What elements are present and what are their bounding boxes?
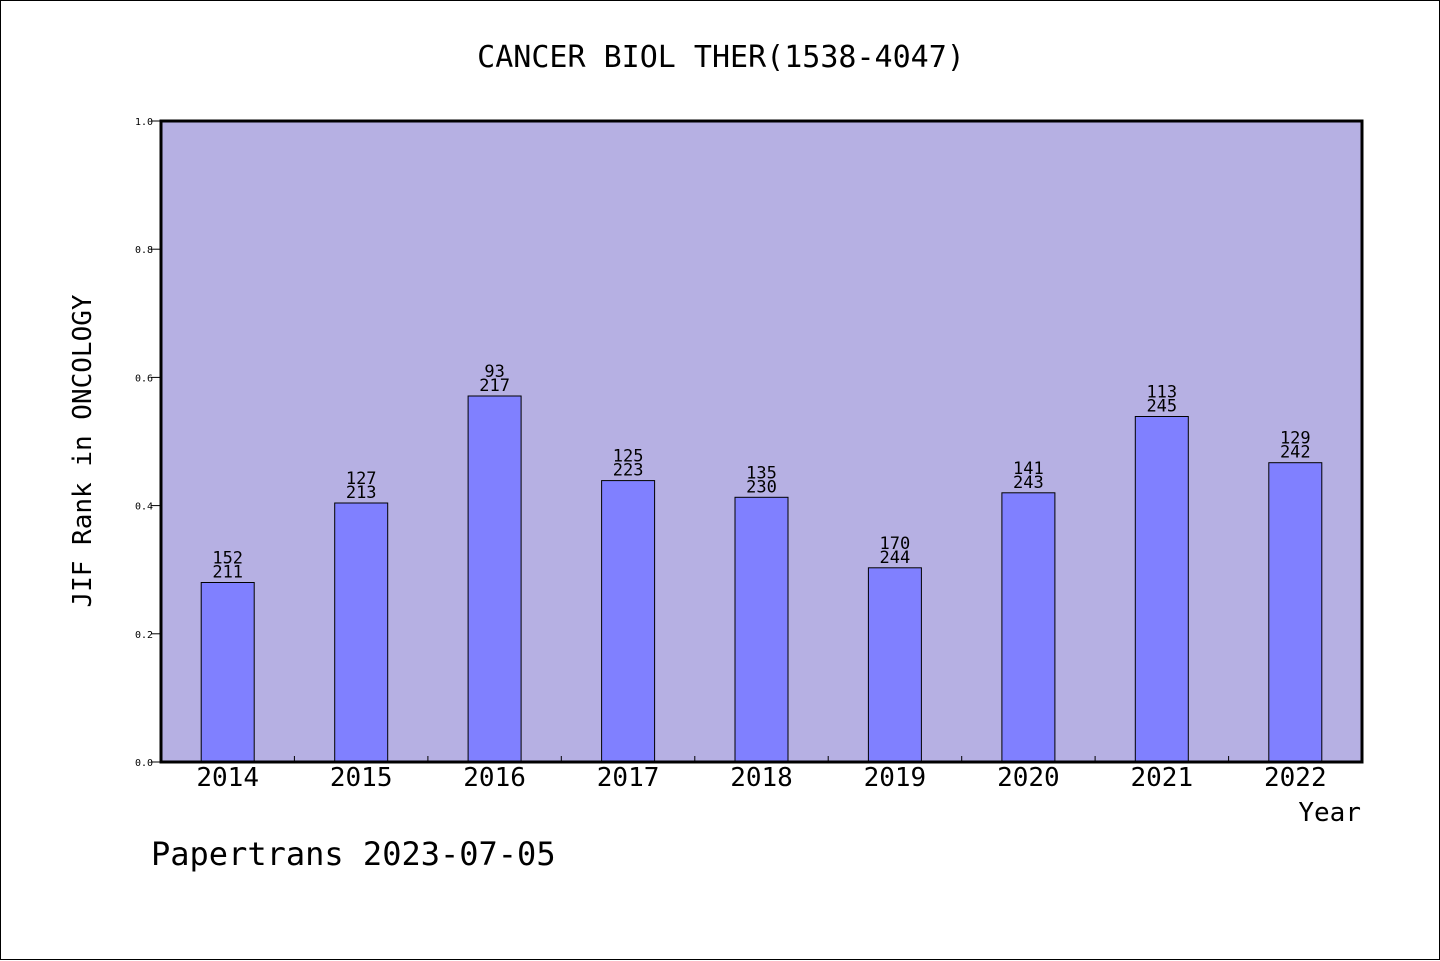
bar-2022 (1268, 462, 1323, 763)
bar-2019 (867, 567, 922, 763)
bar-2015 (334, 502, 389, 763)
x-tick-label-2021: 2021 (1130, 763, 1193, 793)
y-tick-label-0.6: 0.6 (135, 373, 153, 384)
x-axis-label: Year (1298, 798, 1361, 828)
bar-label-total-2016: 217 (479, 376, 510, 396)
y-tick-label-1.0: 1.0 (135, 117, 153, 128)
bars-group (200, 395, 1323, 763)
x-tick-label-2020: 2020 (997, 763, 1060, 793)
y-axis-ticks: 0.0 0.2 0.4 0.6 0.8 1.0 (135, 117, 161, 769)
bar-label-total-2018: 230 (746, 477, 777, 497)
x-tick-label-2014: 2014 (196, 763, 259, 793)
y-tick-label-0.4: 0.4 (135, 502, 153, 513)
bar-label-rank-2020: 141 (1013, 459, 1044, 479)
bar-label-rank-2014: 152 (212, 549, 243, 569)
bar-label-rank-2019: 170 (880, 534, 911, 554)
y-tick-label-0.0: 0.0 (135, 758, 153, 769)
bar-2017 (601, 480, 656, 763)
bar-label-rank-2021: 113 (1146, 383, 1177, 403)
bar-label-total-2017: 223 (613, 461, 644, 481)
x-tick-label-2017: 2017 (597, 763, 660, 793)
bar-2014 (200, 582, 255, 763)
bar-2016 (467, 395, 522, 763)
x-tick-label-2015: 2015 (330, 763, 393, 793)
x-tick-label-2022: 2022 (1264, 763, 1327, 793)
bar-label-total-2014: 211 (212, 563, 243, 583)
y-tick-label-0.8: 0.8 (135, 245, 153, 256)
bar-label-rank-2015: 127 (346, 469, 377, 489)
x-axis-ticks: 2014 2015 2016 2017 2018 2019 2020 2021 2022 (196, 756, 1327, 793)
x-tick-label-2018: 2018 (730, 763, 793, 793)
x-tick-label-2019: 2019 (864, 763, 927, 793)
bar-label-total-2019: 244 (880, 548, 911, 568)
bar-label-total-2020: 243 (1013, 473, 1044, 493)
bar-label-rank-2022: 129 (1280, 429, 1311, 449)
footer-credit: Papertrans 2023-07-05 (151, 835, 556, 873)
bar-2020 (1001, 492, 1056, 763)
bar-label-total-2022: 242 (1280, 443, 1311, 463)
x-tick-label-2016: 2016 (463, 763, 526, 793)
plot-border (159, 119, 1364, 764)
bar-label-rank-2016: 93 (484, 362, 504, 382)
y-axis-label: JIF Rank in ONCOLOGY (68, 294, 98, 607)
bar-label-total-2015: 213 (346, 483, 377, 503)
bar-label-rank-2017: 125 (613, 447, 644, 467)
bar-label-total-2021: 245 (1146, 397, 1177, 417)
bar-2018 (734, 496, 789, 763)
bar-2021 (1134, 416, 1189, 763)
chart-title: CANCER BIOL THER(1538-4047) (477, 40, 965, 75)
y-tick-label-0.2: 0.2 (135, 630, 153, 641)
bar-label-rank-2018: 135 (746, 463, 777, 483)
